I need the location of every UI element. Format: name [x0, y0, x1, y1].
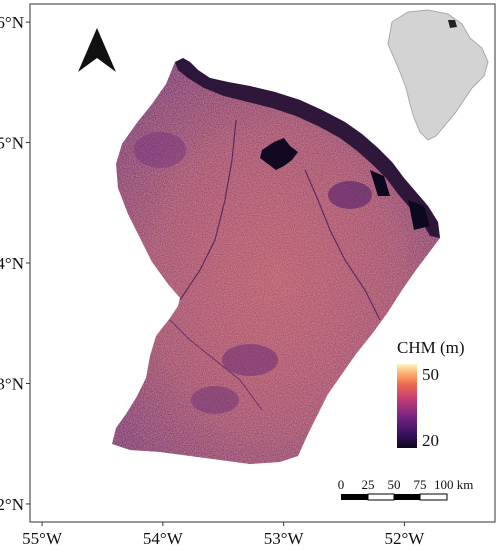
scale-segment	[367, 493, 395, 501]
lat-tick-label: 4°N	[0, 254, 24, 273]
dark-patch	[191, 386, 239, 414]
chm-raster	[112, 58, 440, 464]
reservoir	[260, 138, 298, 170]
lat-tick-label: 2°N	[0, 495, 24, 514]
estuary	[408, 200, 430, 230]
scale-label: 100 km	[434, 477, 473, 492]
longitude-axis: 55°W 54°W 53°W 52°W	[22, 522, 425, 548]
scale-segment	[394, 494, 420, 500]
lat-tick-label: 6°N	[0, 13, 24, 32]
estuary	[370, 170, 390, 196]
scale-label: 75	[414, 477, 427, 492]
south-america-locator-icon	[387, 9, 489, 141]
lon-tick-label: 55°W	[22, 529, 63, 548]
legend-max-label: 50	[422, 365, 439, 384]
lat-tick-label: 3°N	[0, 374, 24, 393]
river	[179, 119, 237, 301]
scale-segment	[341, 494, 368, 500]
dark-patch	[222, 344, 278, 376]
dark-patch	[328, 181, 372, 209]
latitude-axis: 6°N 5°N 4°N 3°N 2°N	[0, 13, 30, 514]
river	[304, 169, 381, 321]
lon-tick-label: 52°W	[384, 529, 425, 548]
river	[169, 319, 263, 411]
legend-colorbar	[397, 364, 417, 448]
coastal-band	[175, 58, 440, 238]
lon-tick-label: 54°W	[143, 529, 184, 548]
lat-tick-label: 5°N	[0, 134, 24, 153]
lon-tick-label: 53°W	[264, 529, 305, 548]
scale-label: 50	[388, 477, 401, 492]
dark-patch	[134, 132, 186, 168]
chm-legend: CHM (m) 50 20	[397, 338, 465, 450]
scale-label: 25	[362, 477, 375, 492]
legend-min-label: 20	[422, 431, 439, 450]
north-arrow-icon	[78, 28, 116, 72]
legend-title: CHM (m)	[397, 338, 465, 357]
scale-bar: 0 25 50 75 100 km	[338, 477, 473, 501]
scale-segment	[419, 493, 448, 501]
scale-label: 0	[338, 477, 345, 492]
territory-shape	[112, 58, 440, 464]
